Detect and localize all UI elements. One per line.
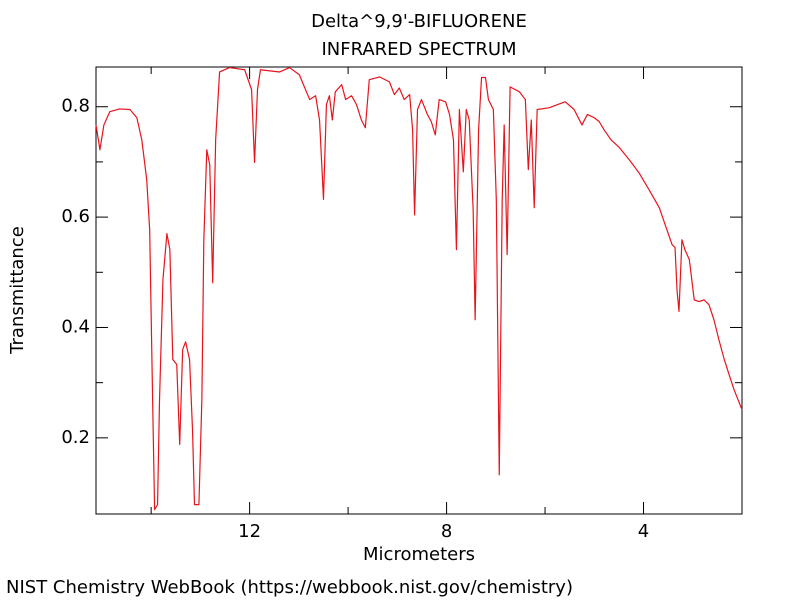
x-tick-label: 4: [638, 521, 649, 542]
x-tick-label: 12: [238, 521, 261, 542]
plot-frame: [95, 66, 743, 515]
y-tick-label: 0.8: [61, 96, 90, 117]
chart-subtitle: INFRARED SPECTRUM: [321, 39, 516, 60]
x-axis-label: Micrometers: [363, 544, 475, 565]
footer: NIST Chemistry WebBook (https://webbook.…: [6, 577, 573, 598]
chart-title: Delta^9,9'-BIFLUORENE: [311, 11, 527, 32]
y-tick-label: 0.4: [61, 316, 90, 337]
x-tick-label: 8: [441, 521, 452, 542]
spectrum-line: [95, 66, 743, 511]
y-tick-label: 0.6: [61, 206, 90, 227]
y-tick-label: 0.2: [61, 427, 90, 448]
y-axis-label: Transmittance: [7, 226, 28, 355]
